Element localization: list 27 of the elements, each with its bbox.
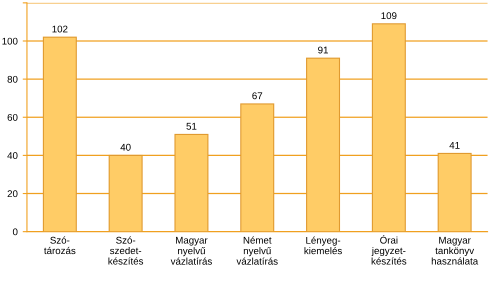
bar	[306, 58, 340, 232]
x-tick-label: Szó- tározás	[44, 236, 76, 254]
data-label: 102	[52, 26, 68, 32]
data-label: 41	[449, 142, 460, 149]
bar	[438, 152, 472, 232]
x-tick-label: Magyar nyelvű vázlatírás	[170, 236, 212, 265]
y-tick-label: 20	[8, 190, 18, 198]
bar	[42, 36, 77, 232]
bar	[372, 23, 406, 232]
x-tick-label: Szó- szedet- készítés	[108, 236, 144, 265]
y-tick-label: 100	[2, 38, 18, 45]
bar	[108, 154, 143, 232]
data-label: 40	[120, 144, 131, 151]
y-tick-label: 0	[12, 228, 18, 236]
x-tick-label: Német nyelvű vázlatírás	[236, 236, 278, 265]
data-label: 91	[318, 46, 328, 54]
x-tick-label: Órai jegyzet- készítés	[372, 235, 406, 265]
y-tick-label: 60	[8, 114, 18, 121]
bar	[240, 103, 274, 232]
x-tick-label: Lényeg- kiemelés	[304, 236, 342, 254]
y-tick-label: 80	[8, 76, 18, 83]
data-label: 51	[186, 122, 196, 130]
y-tick-label: 40	[7, 152, 18, 160]
data-label: 67	[252, 92, 262, 100]
bar	[174, 134, 208, 232]
x-tick-label: Magyar tankönyv használata	[432, 236, 478, 265]
data-label: 109	[381, 12, 396, 20]
